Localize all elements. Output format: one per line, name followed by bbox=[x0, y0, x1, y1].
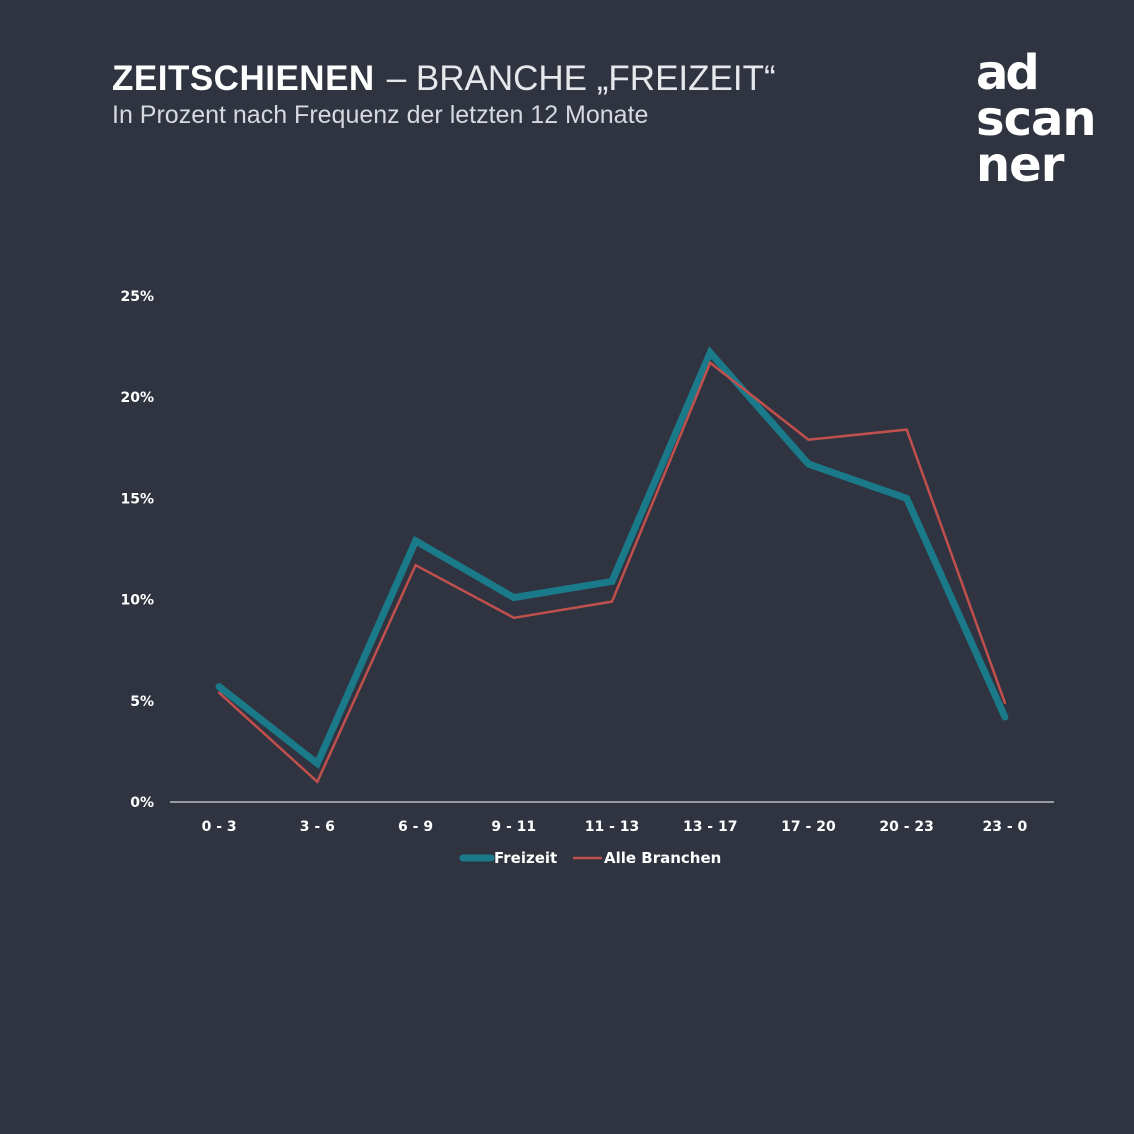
x-tick-label: 11 - 13 bbox=[585, 819, 640, 835]
legend-label: Alle Branchen bbox=[604, 849, 721, 867]
series-line-freizeit bbox=[215, 346, 1009, 770]
x-tick-label: 0 - 3 bbox=[202, 819, 237, 835]
y-tick-label: 25% bbox=[120, 289, 154, 305]
data-point bbox=[512, 596, 515, 599]
data-point bbox=[316, 781, 318, 783]
data-point bbox=[807, 439, 809, 441]
data-point bbox=[1004, 702, 1006, 704]
data-point bbox=[414, 539, 417, 542]
data-point bbox=[709, 362, 711, 364]
data-point bbox=[905, 497, 908, 500]
title-rest: – BRANCHE „FREIZEIT“ bbox=[386, 59, 776, 98]
data-point bbox=[415, 564, 417, 566]
chart-title: ZEITSCHIENEN – BRANCHE „FREIZEIT“ bbox=[112, 58, 776, 100]
chart-header: ZEITSCHIENEN – BRANCHE „FREIZEIT“ In Proz… bbox=[112, 58, 776, 130]
data-point bbox=[906, 429, 908, 431]
x-tick-label: 23 - 0 bbox=[982, 819, 1027, 835]
y-tick-label: 10% bbox=[120, 593, 154, 609]
data-point bbox=[513, 617, 515, 619]
x-tick-label: 6 - 9 bbox=[398, 819, 433, 835]
data-point bbox=[807, 462, 810, 465]
data-point bbox=[1003, 715, 1006, 718]
x-tick-label: 13 - 17 bbox=[683, 819, 738, 835]
data-point bbox=[218, 692, 220, 694]
y-tick-label: 5% bbox=[130, 694, 154, 710]
data-point bbox=[316, 762, 319, 765]
logo-line-2: scan bbox=[976, 91, 1097, 147]
data-point bbox=[218, 685, 221, 688]
y-tick-label: 15% bbox=[120, 491, 154, 507]
x-tick-label: 17 - 20 bbox=[781, 819, 836, 835]
logo-line-1: ad bbox=[976, 45, 1040, 101]
x-tick-label: 9 - 11 bbox=[491, 819, 536, 835]
y-tick-label: 20% bbox=[120, 390, 154, 406]
data-point bbox=[611, 580, 613, 583]
logo-line-3: ner bbox=[976, 137, 1064, 193]
x-tick-label: 20 - 23 bbox=[879, 819, 934, 835]
chart-subtitle: In Prozent nach Frequenz der letzten 12 … bbox=[112, 101, 649, 129]
adscanner-logo: ad scan ner bbox=[976, 45, 1106, 193]
data-point bbox=[611, 601, 613, 603]
y-tick-label: 0% bbox=[130, 795, 154, 811]
x-tick-label: 3 - 6 bbox=[300, 819, 335, 835]
legend-label: Freizeit bbox=[494, 849, 557, 867]
data-point bbox=[709, 351, 712, 354]
title-bold: ZEITSCHIENEN bbox=[112, 59, 375, 98]
